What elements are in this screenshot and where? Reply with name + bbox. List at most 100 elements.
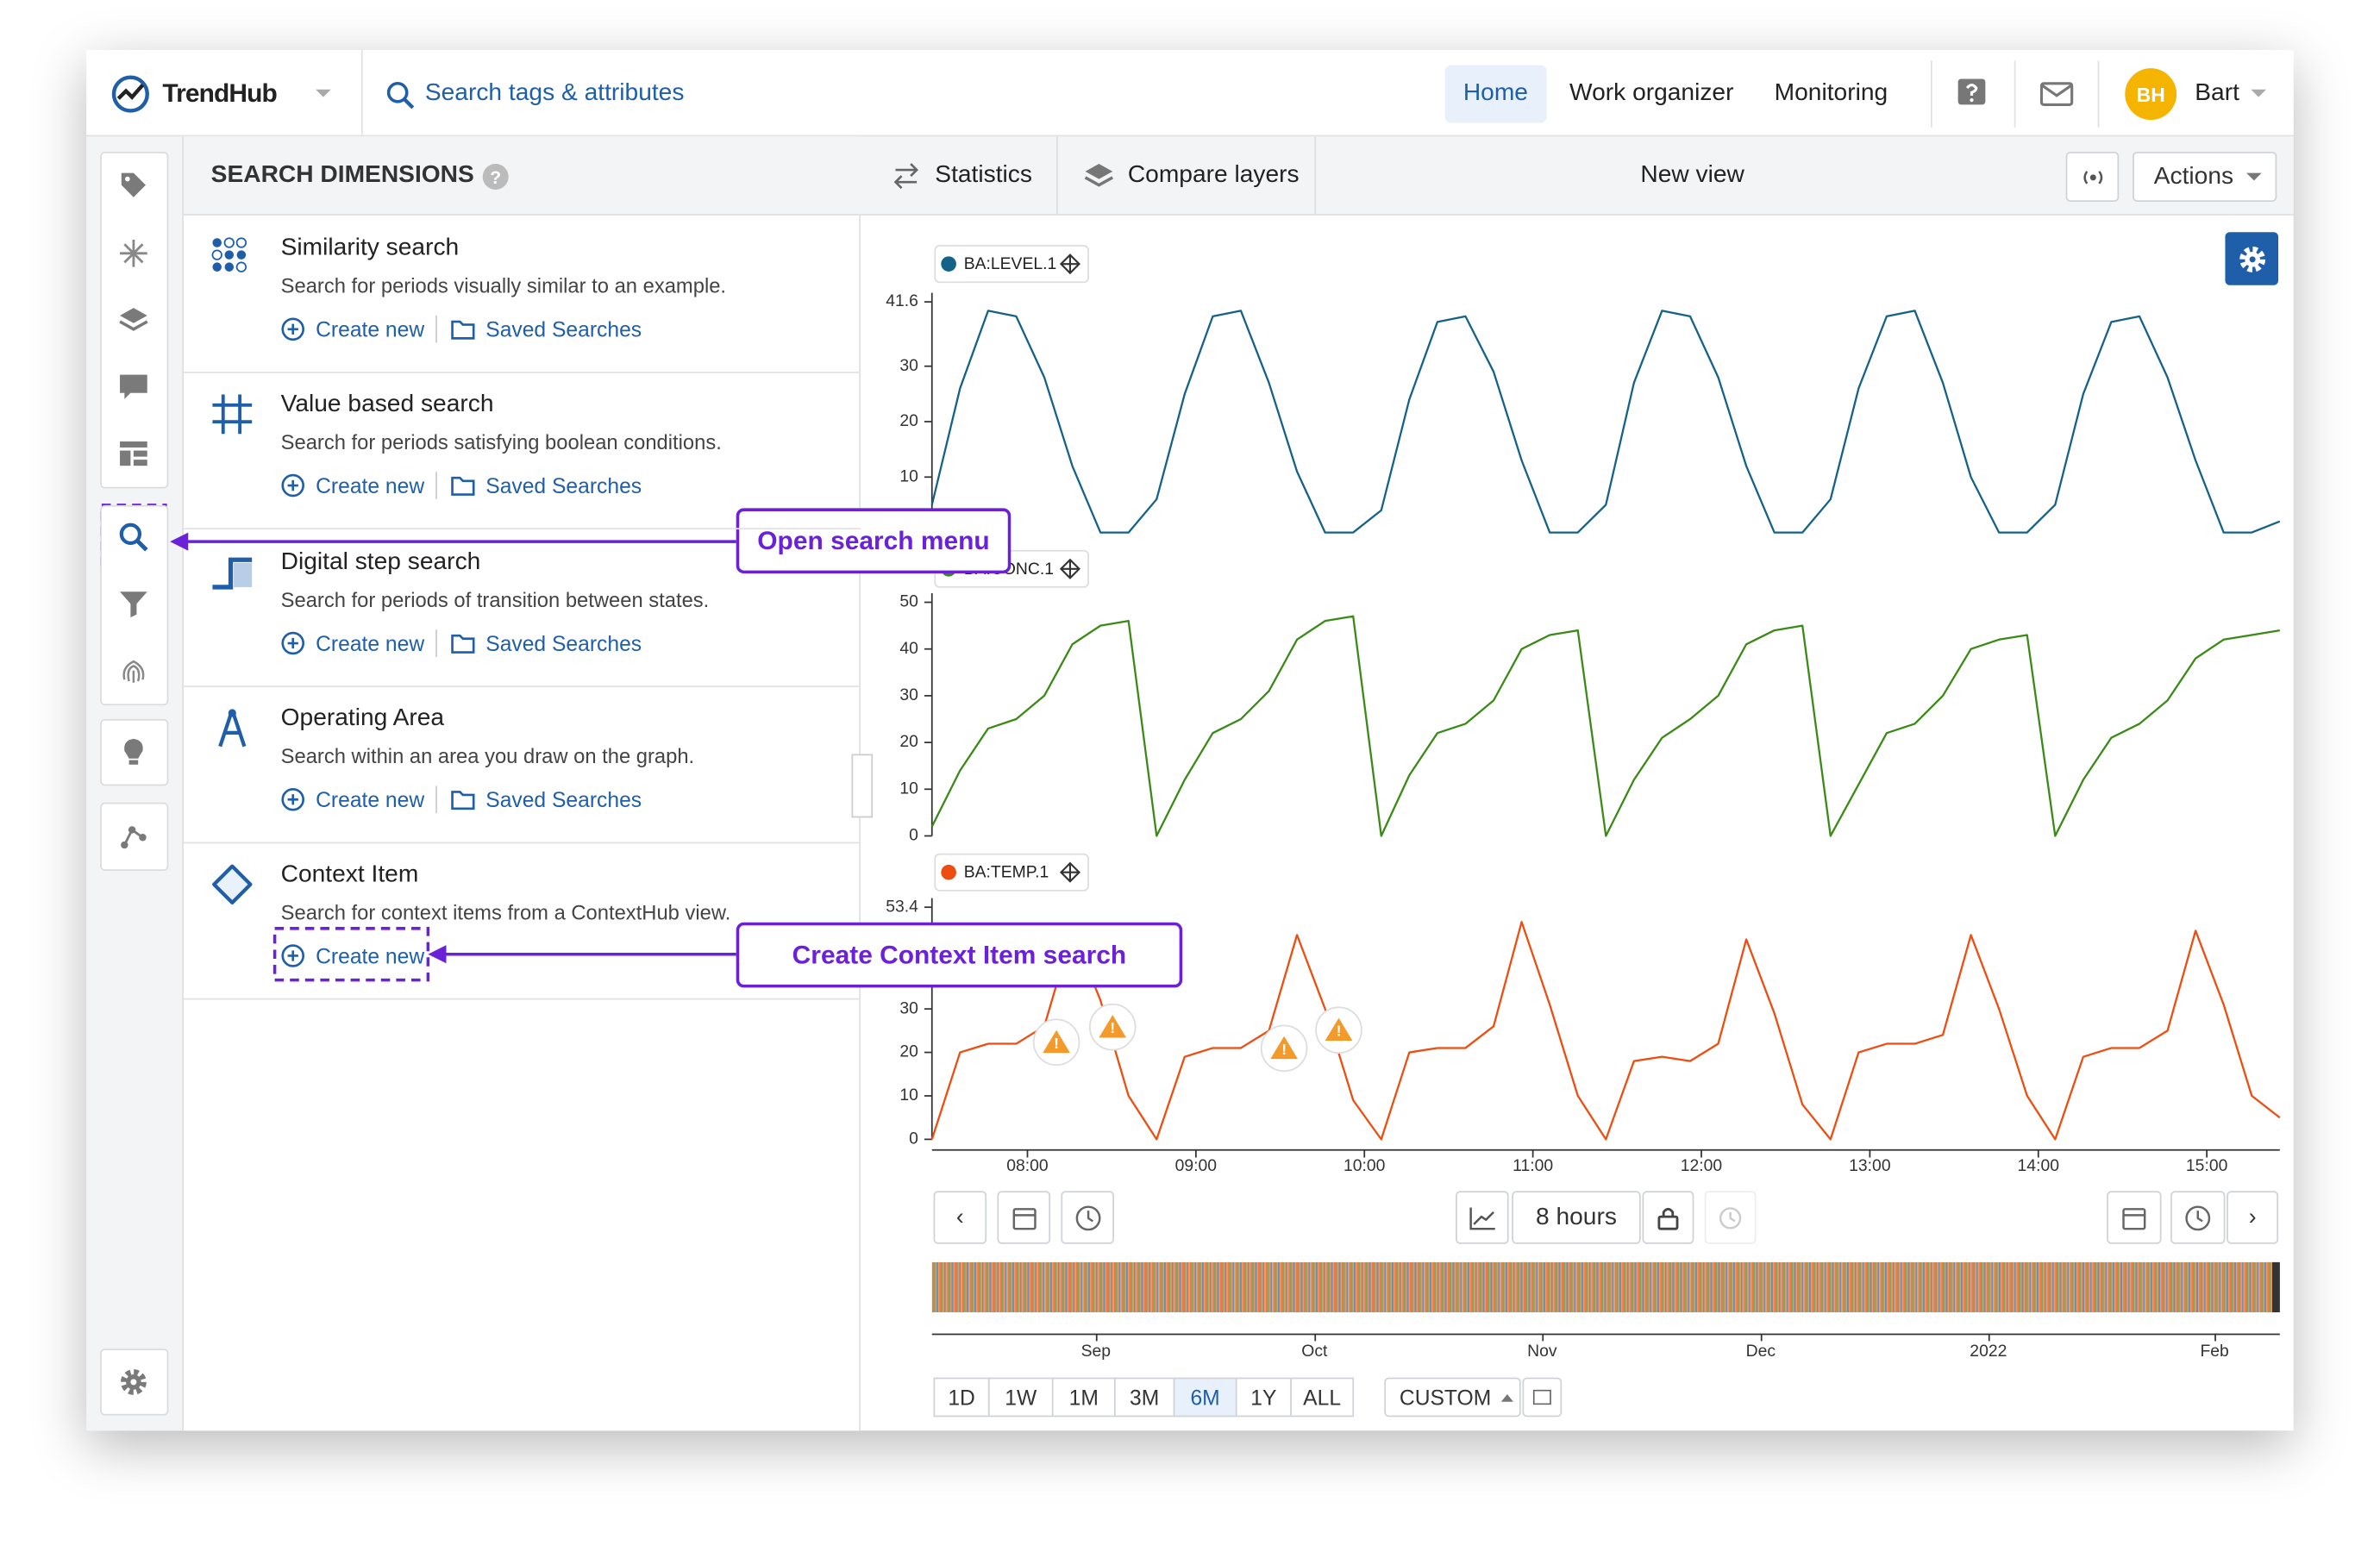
prev-button[interactable]: ‹ (933, 1191, 987, 1244)
select-button[interactable] (1522, 1377, 1563, 1417)
nav-tab[interactable]: Home (1444, 65, 1547, 123)
warning-marker[interactable]: ! (1088, 1003, 1137, 1051)
range-button[interactable]: 1D (933, 1377, 990, 1417)
icon-part (211, 249, 222, 260)
resize-handle[interactable] (851, 754, 874, 818)
toolbar-tab[interactable]: Statistics (861, 136, 1058, 216)
help-badge[interactable]: ? (482, 164, 509, 190)
help-icon[interactable] (1957, 78, 1987, 111)
logo-text: TrendHub (162, 78, 278, 108)
icon-part (120, 308, 147, 323)
rail-button[interactable] (118, 170, 148, 200)
y-tick-label: 41.6 (886, 291, 918, 310)
toolbar-tab[interactable]: Compare layers (1058, 136, 1317, 216)
calendar-button[interactable] (997, 1191, 1051, 1244)
icon-part (212, 238, 222, 247)
item-link[interactable]: Saved Searches (485, 630, 642, 655)
y-tick-label: 20 (899, 1042, 918, 1061)
plus-icon (281, 317, 305, 341)
item-link[interactable]: Create new (316, 630, 425, 655)
custom-button[interactable]: CUSTOM (1384, 1377, 1521, 1417)
hist-face (1719, 1206, 1742, 1229)
item-icon (211, 393, 254, 435)
lock-button[interactable] (1642, 1191, 1694, 1244)
item-link[interactable]: Saved Searches (485, 316, 642, 341)
marker-icon (1270, 1036, 1298, 1060)
next-button[interactable]: › (2227, 1191, 2279, 1244)
legend-tag[interactable]: BA:LEVEL.1 (934, 245, 1089, 284)
rail-group (100, 802, 169, 871)
range-button[interactable]: 3M (1113, 1377, 1175, 1417)
rail-button[interactable] (118, 655, 148, 685)
icon-part (451, 477, 475, 497)
history-button[interactable] (1704, 1191, 1757, 1244)
arrow-head (428, 945, 447, 964)
range-button[interactable]: 6M (1173, 1377, 1237, 1417)
navigator-handle[interactable] (2272, 1261, 2280, 1312)
navigator-strip[interactable] (931, 1261, 2280, 1312)
mail-icon[interactable] (2039, 82, 2074, 106)
x-tick-label: 11:00 (1513, 1156, 1553, 1175)
rail-button[interactable] (118, 1367, 148, 1397)
trend (1472, 1211, 1494, 1224)
calendar-button[interactable] (2107, 1191, 2162, 1244)
folder-icon (451, 630, 475, 654)
rail-button[interactable] (118, 238, 148, 268)
range-display[interactable]: 8 hours (1512, 1191, 1641, 1244)
rail-button[interactable] (118, 305, 148, 335)
item-link[interactable]: Saved Searches (485, 786, 642, 812)
legend-tag[interactable]: BA:TEMP.1 (934, 853, 1089, 892)
navigator-tick (1095, 1333, 1098, 1342)
legend-swatch (941, 864, 956, 880)
clock-button[interactable] (2170, 1191, 2226, 1244)
range-button[interactable]: 1M (1051, 1377, 1116, 1417)
live-button[interactable] (2065, 151, 2120, 203)
user-name[interactable]: Bart (2195, 80, 2239, 107)
icon-part (120, 591, 147, 618)
navigator-label: Feb (2200, 1342, 2229, 1361)
search-input[interactable]: Search tags & attributes (424, 80, 685, 107)
icon-part (893, 163, 919, 190)
view-title: New view (1640, 162, 1744, 189)
icon-part (281, 317, 305, 341)
caret[interactable] (2250, 88, 2268, 100)
item-link[interactable]: Create new (316, 943, 425, 968)
warning-marker[interactable]: ! (1032, 1018, 1080, 1067)
nav-tab[interactable]: Monitoring (1774, 80, 1888, 107)
legend-box (934, 245, 1089, 284)
rail-button[interactable] (118, 589, 148, 619)
warning-marker[interactable]: ! (1260, 1024, 1308, 1073)
y-tick-label: 40 (899, 639, 918, 658)
nav-tab[interactable]: Work organizer (1569, 80, 1734, 107)
rail-button[interactable] (118, 438, 148, 468)
rail-button[interactable] (118, 821, 148, 851)
item-link[interactable]: Create new (316, 473, 425, 498)
legend-swatch (941, 256, 956, 272)
caret[interactable] (314, 88, 332, 100)
zoom-button[interactable] (1456, 1191, 1509, 1244)
rail-button[interactable] (118, 372, 148, 402)
warning-marker[interactable]: ! (1315, 1006, 1362, 1054)
tab-label: Statistics (935, 162, 1032, 189)
x-tick-label: 09:00 (1175, 1156, 1217, 1175)
settings-button[interactable] (2225, 232, 2279, 285)
range-button[interactable]: 1W (987, 1377, 1054, 1417)
actions-button[interactable]: Actions (2133, 151, 2277, 203)
icon-part (119, 308, 148, 331)
icon-part (228, 709, 236, 717)
clock-button[interactable] (1061, 1191, 1114, 1244)
separator (2097, 60, 2100, 128)
item-icon (211, 863, 254, 905)
item-link[interactable]: Create new (316, 316, 425, 341)
calendar-icon (2122, 1207, 2146, 1230)
rail-button[interactable] (118, 737, 148, 767)
avatar[interactable]: BH (2125, 68, 2177, 121)
range-button[interactable]: 1Y (1235, 1377, 1292, 1417)
range-button[interactable]: ALL (1290, 1377, 1355, 1417)
search-panel (183, 136, 861, 1431)
icon-part (1084, 164, 1114, 187)
item-link[interactable]: Create new (316, 786, 425, 812)
item-link[interactable]: Saved Searches (485, 473, 642, 498)
rail-button[interactable] (118, 522, 148, 552)
item-title: Similarity search (280, 235, 460, 261)
